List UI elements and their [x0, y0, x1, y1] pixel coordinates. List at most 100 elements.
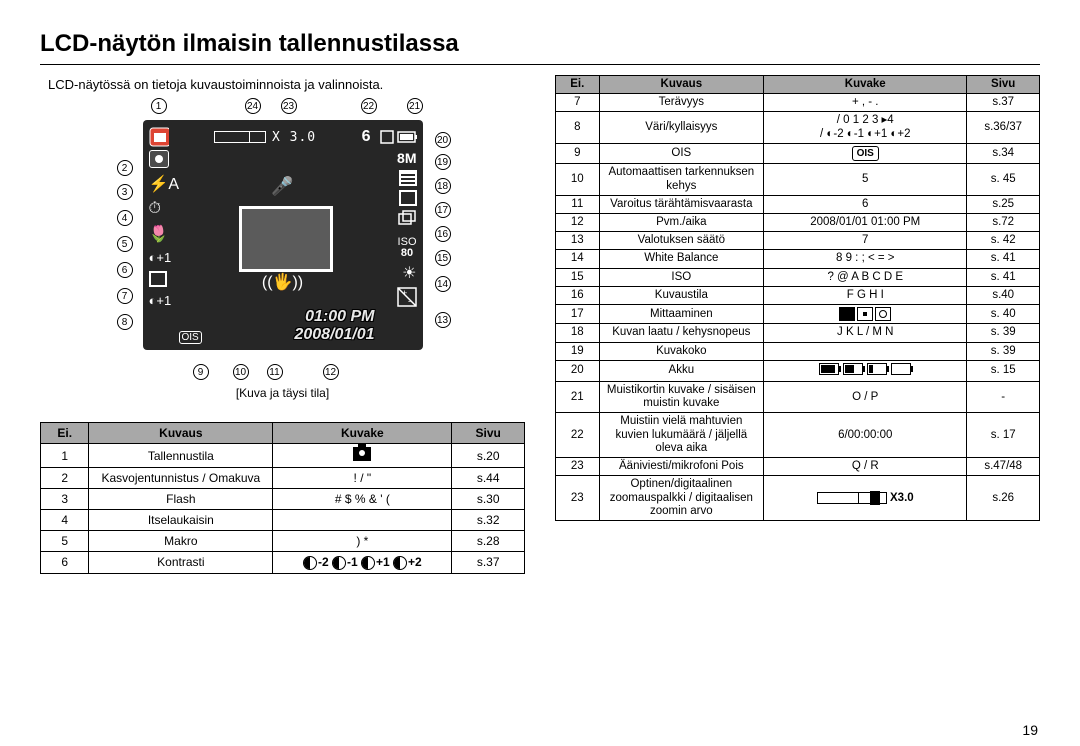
callout-18: 18 [435, 178, 451, 194]
table-row: 12Pvm./aika2008/01/01 01:00 PMs.72 [556, 214, 1040, 232]
table-row: 19Kuvakokos. 39 [556, 342, 1040, 360]
meter-center-icon [857, 307, 873, 321]
callout-8: 8 [117, 314, 133, 330]
ev-icon: +- [397, 287, 417, 312]
page-title: LCD-näytön ilmaisin tallennustilassa [40, 30, 1040, 58]
table-row: 11Varoitus tärähtämisvaarasta6s.25 [556, 195, 1040, 213]
callout-14: 14 [435, 276, 451, 292]
callout-20: 20 [435, 132, 451, 148]
left-column: LCD-näytössä on tietoja kuvaustoiminnois… [40, 75, 525, 574]
callout-5: 5 [117, 236, 133, 252]
callout-3: 3 [117, 184, 133, 200]
callout-4: 4 [117, 210, 133, 226]
contrast-step-icon [303, 556, 317, 570]
table-row: 2Kasvojentunnistus / Omakuva! / "s.44 [41, 468, 525, 489]
svg-text:+: + [402, 288, 407, 298]
callout-1: 1 [151, 98, 167, 114]
contrast-step-icon [361, 556, 375, 570]
wb-icon: ☀ [402, 263, 416, 283]
quality-icon [399, 170, 417, 186]
lcd-screen: X 3.0 6 ⚡A ⏱ 🌷 ◐+1 [143, 120, 423, 350]
two-column-layout: LCD-näytössä on tietoja kuvaustoiminnois… [40, 75, 1040, 574]
callout-22: 22 [361, 98, 377, 114]
size-icon: 8M [397, 150, 416, 166]
callout-21: 21 [407, 98, 423, 114]
th-desc: Kuvaus [89, 423, 273, 444]
th-no: Ei. [556, 76, 600, 94]
table-row: 20Akkus. 15 [556, 360, 1040, 381]
table-row: 5Makro) *s.28 [41, 531, 525, 552]
contrast-step-icon [332, 556, 346, 570]
table-header-row: Ei. Kuvaus Kuvake Sivu [556, 76, 1040, 94]
lcd-diagram: 1 24 23 22 21 2 3 4 5 6 7 8 20 19 18 17 … [63, 98, 503, 418]
drive-icon [397, 210, 417, 233]
zoom-bar-icon [817, 492, 887, 504]
subtitle: LCD-näytössä on tietoja kuvaustoiminnois… [48, 77, 525, 92]
callout-16: 16 [435, 226, 451, 242]
th-no: Ei. [41, 423, 89, 444]
callout-12: 12 [323, 364, 339, 380]
table-row: 16KuvaustilaF G H Is.40 [556, 286, 1040, 304]
callout-9: 9 [193, 364, 209, 380]
ois-icon: OIS [179, 331, 202, 344]
table-row: 15ISO? @ A B C D Es. 41 [556, 268, 1040, 286]
table-row: 7Terävyys+ , - .s.37 [556, 94, 1040, 112]
record-mode-icon [353, 447, 371, 461]
zoom-value: X 3.0 [272, 130, 316, 145]
page-number: 19 [1022, 722, 1038, 738]
callout-13: 13 [435, 312, 451, 328]
metermode-icon [399, 190, 417, 206]
table-row: 9OISOISs.34 [556, 143, 1040, 164]
table-row: 17Mittaaminens. 40 [556, 305, 1040, 324]
table-row: 3Flash# $ % & ' (s.30 [41, 489, 525, 510]
zoom-status: X 3.0 [214, 130, 316, 145]
table-row: 13Valotuksen säätö7s. 42 [556, 232, 1040, 250]
iso-icon: ISO80 [398, 237, 417, 259]
diagram-caption: [Kuva ja täysi tila] [63, 386, 503, 400]
callout-10: 10 [233, 364, 249, 380]
face-detect-icon [149, 150, 169, 168]
right-column: Ei. Kuvaus Kuvake Sivu 7Terävyys+ , - .s… [555, 75, 1040, 574]
contrast-step-icon [393, 556, 407, 570]
th-page: Sivu [967, 76, 1040, 94]
callout-6: 6 [117, 262, 133, 278]
th-page: Sivu [452, 423, 525, 444]
lcd-bottom-icons: OIS [179, 331, 202, 344]
table-row: 8Väri/kyllaisyys/ 0 1 2 3 ▸4/ ◐-2 ◐-1 ◐+… [556, 112, 1040, 143]
timer-icon: ⏱ [149, 200, 180, 218]
svg-text:-: - [408, 296, 411, 306]
callout-7: 7 [117, 288, 133, 304]
table-row: 14White Balance8 9 : ; < = >s. 41 [556, 250, 1040, 268]
shots-remaining: 6 [362, 128, 371, 146]
table-row: 23Ääniviesti/mikrofoni PoisQ / Rs.47/48 [556, 458, 1040, 476]
table-row: 6Kontrasti-2 -1 +1 +2 s.37 [41, 552, 525, 574]
th-icon: Kuvake [764, 76, 967, 94]
meter-spot-icon [875, 307, 891, 321]
th-desc: Kuvaus [599, 76, 764, 94]
callout-15: 15 [435, 250, 451, 266]
callout-23: 23 [281, 98, 297, 114]
page: LCD-näytön ilmaisin tallennustilassa LCD… [0, 0, 1080, 746]
saturation-icon: ◐+1 [149, 293, 180, 308]
time-text: 01:00 PM [294, 308, 374, 326]
ois-badge-icon: OIS [852, 146, 879, 162]
table-row: 4Itselaukaisins.32 [41, 510, 525, 531]
callout-11: 11 [267, 364, 283, 380]
table-header-row: Ei. Kuvaus Kuvake Sivu [41, 423, 525, 444]
th-icon: Kuvake [273, 423, 452, 444]
macro-icon: 🌷 [149, 224, 180, 244]
reference-table-right: Ei. Kuvaus Kuvake Sivu 7Terävyys+ , - .s… [555, 75, 1040, 521]
table-row: 23Optinen/digitaalinen zoomauspalkki / d… [556, 476, 1040, 521]
date-text: 2008/01/01 [294, 326, 374, 344]
mode-icon [149, 128, 169, 146]
title-rule [40, 64, 1040, 65]
callout-17: 17 [435, 202, 451, 218]
callout-24: 24 [245, 98, 261, 114]
datetime: 01:00 PM 2008/01/01 [294, 308, 374, 344]
af-frame [239, 206, 333, 272]
meter-multi-icon [839, 307, 855, 321]
battery-icon [397, 128, 417, 146]
card-icon [377, 128, 397, 146]
lcd-right-icons: 8M ISO80 ☀ +- [397, 150, 417, 312]
table-row: 22Muistiin vielä mahtuvien kuvien lukumä… [556, 413, 1040, 458]
